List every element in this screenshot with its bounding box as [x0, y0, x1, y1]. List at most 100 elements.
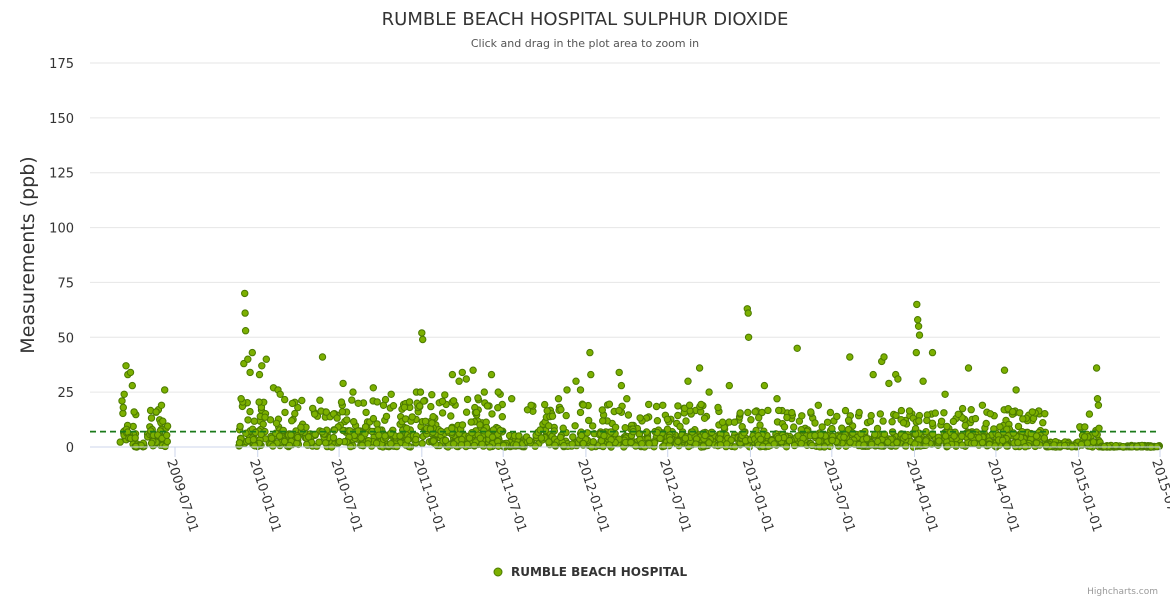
data-point[interactable]: [674, 411, 682, 420]
data-point[interactable]: [357, 434, 365, 442]
data-point[interactable]: [807, 408, 815, 416]
data-point[interactable]: [1042, 441, 1051, 450]
data-point[interactable]: [382, 412, 391, 421]
data-point[interactable]: [470, 441, 478, 450]
data-point[interactable]: [448, 424, 456, 432]
data-point[interactable]: [316, 396, 324, 404]
data-point[interactable]: [770, 440, 778, 448]
data-point[interactable]: [780, 423, 789, 431]
data-point[interactable]: [478, 440, 486, 448]
data-point[interactable]: [571, 422, 579, 430]
data-point[interactable]: [560, 441, 568, 450]
data-point[interactable]: [354, 399, 362, 407]
data-point[interactable]: [798, 412, 806, 420]
data-point[interactable]: [653, 417, 662, 425]
plot-area[interactable]: [90, 63, 1164, 451]
data-point[interactable]: [943, 422, 951, 431]
data-point[interactable]: [120, 390, 128, 398]
data-point[interactable]: [705, 439, 713, 447]
data-point[interactable]: [999, 436, 1007, 444]
data-point[interactable]: [892, 411, 900, 420]
data-point[interactable]: [400, 403, 409, 411]
data-point[interactable]: [914, 316, 922, 324]
data-point[interactable]: [128, 381, 137, 390]
data-point[interactable]: [276, 390, 284, 398]
data-point[interactable]: [1003, 442, 1011, 450]
data-point[interactable]: [441, 391, 449, 399]
data-point[interactable]: [674, 437, 682, 446]
data-point[interactable]: [790, 423, 798, 431]
data-point[interactable]: [472, 408, 481, 417]
data-point[interactable]: [562, 411, 570, 420]
data-point[interactable]: [790, 441, 799, 450]
data-point[interactable]: [122, 362, 130, 370]
data-point[interactable]: [268, 434, 276, 442]
data-point[interactable]: [494, 388, 502, 396]
data-point[interactable]: [467, 418, 475, 426]
data-point[interactable]: [548, 412, 557, 420]
data-point[interactable]: [914, 322, 923, 330]
data-point[interactable]: [928, 419, 937, 427]
data-point[interactable]: [279, 426, 287, 435]
data-point[interactable]: [569, 433, 577, 441]
data-point[interactable]: [338, 408, 347, 416]
data-point[interactable]: [978, 401, 987, 409]
data-point[interactable]: [867, 411, 875, 420]
data-point[interactable]: [508, 395, 516, 403]
data-point[interactable]: [455, 377, 463, 385]
data-point[interactable]: [815, 437, 823, 445]
data-point[interactable]: [1016, 409, 1024, 417]
data-point[interactable]: [828, 436, 836, 444]
legend-marker-icon[interactable]: [493, 567, 503, 577]
data-point[interactable]: [462, 408, 471, 416]
data-point[interactable]: [684, 377, 692, 385]
data-point[interactable]: [894, 375, 902, 383]
data-point[interactable]: [262, 355, 270, 363]
data-point[interactable]: [1014, 438, 1022, 447]
data-point[interactable]: [855, 408, 863, 417]
data-point[interactable]: [545, 422, 553, 430]
data-point[interactable]: [554, 395, 563, 403]
data-point[interactable]: [899, 419, 908, 427]
data-point[interactable]: [656, 434, 664, 443]
data-point[interactable]: [468, 429, 476, 437]
data-point[interactable]: [269, 442, 277, 450]
data-point[interactable]: [348, 396, 356, 404]
data-point[interactable]: [793, 344, 801, 352]
data-point[interactable]: [318, 353, 327, 361]
data-point[interactable]: [387, 390, 395, 398]
data-point[interactable]: [412, 435, 420, 444]
data-point[interactable]: [971, 414, 980, 423]
data-point[interactable]: [1060, 441, 1069, 450]
data-point[interactable]: [756, 421, 764, 429]
data-point[interactable]: [157, 401, 166, 409]
data-point[interactable]: [913, 300, 921, 309]
data-point[interactable]: [241, 327, 250, 335]
data-point[interactable]: [297, 423, 305, 431]
data-point[interactable]: [884, 438, 892, 446]
data-point[interactable]: [740, 429, 748, 437]
data-point[interactable]: [954, 410, 962, 418]
data-point[interactable]: [811, 431, 819, 440]
data-point[interactable]: [429, 413, 437, 421]
data-point[interactable]: [888, 418, 896, 426]
data-point[interactable]: [808, 441, 816, 450]
data-point[interactable]: [905, 407, 914, 415]
data-point[interactable]: [636, 414, 644, 422]
data-point[interactable]: [961, 421, 969, 430]
data-point[interactable]: [418, 439, 426, 448]
data-point[interactable]: [488, 433, 497, 441]
data-point[interactable]: [716, 441, 725, 449]
data-point[interactable]: [246, 407, 254, 416]
data-point[interactable]: [241, 309, 249, 317]
data-point[interactable]: [645, 440, 653, 448]
data-point[interactable]: [902, 442, 910, 450]
data-point[interactable]: [1028, 408, 1037, 416]
data-point[interactable]: [950, 432, 958, 440]
data-point[interactable]: [1089, 438, 1098, 446]
data-point[interactable]: [287, 431, 295, 439]
data-point[interactable]: [147, 414, 156, 422]
data-point[interactable]: [1039, 419, 1047, 427]
data-point[interactable]: [421, 417, 430, 425]
data-point[interactable]: [428, 419, 436, 427]
